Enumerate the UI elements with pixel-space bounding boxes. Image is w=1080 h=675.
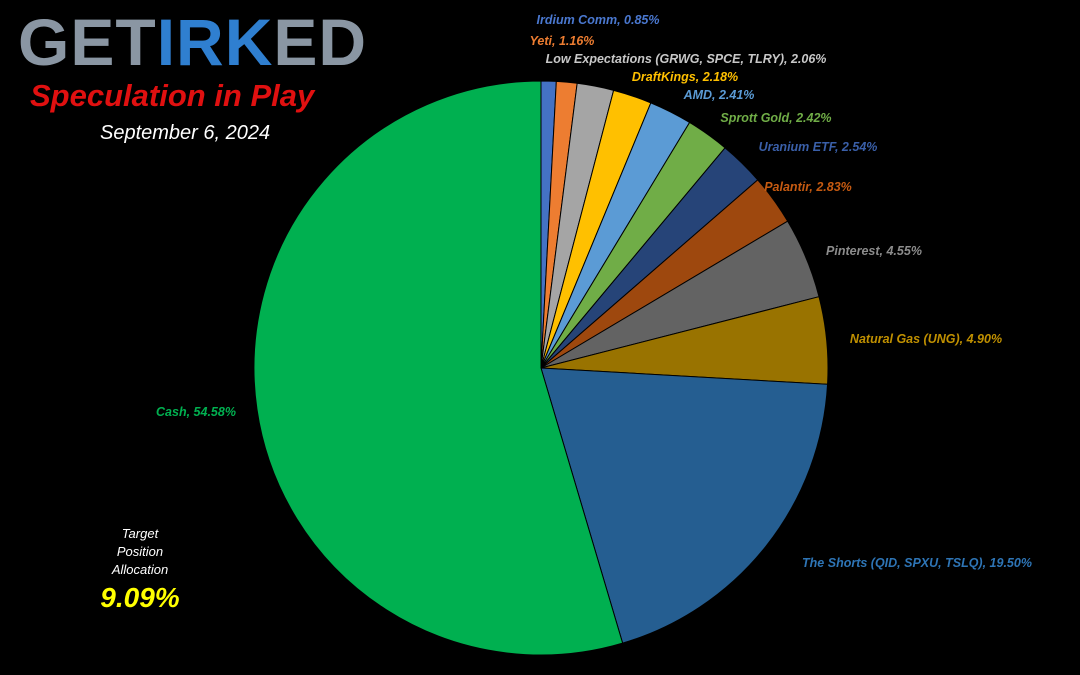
target-allocation-value: 9.09% <box>100 582 180 613</box>
pie-slice-10 <box>540 367 829 644</box>
pie-label-10: The Shorts (QID, SPXU, TSLQ), 19.50% <box>802 556 1032 570</box>
pie-slice-11 <box>253 80 624 656</box>
target-label-line1: Target <box>121 526 159 541</box>
pie-label-7: Palantir, 2.83% <box>764 180 852 194</box>
logo-text-irk: IRK <box>156 5 274 79</box>
pie-label-11: Cash, 54.58% <box>156 405 236 419</box>
logo-text-get: GET <box>18 5 157 79</box>
pie-label-4: AMD, 2.41% <box>683 88 755 102</box>
pie-label-3: DraftKings, 2.18% <box>632 70 738 84</box>
target-label-line3: Allocation <box>111 562 169 577</box>
pie-label-8: Pinterest, 4.55% <box>826 244 922 258</box>
pie-label-0: Irdium Comm, 0.85% <box>537 13 660 27</box>
target-label-line2: Position <box>116 544 164 559</box>
pie-label-5: Sprott Gold, 2.42% <box>720 111 831 125</box>
pie-label-6: Uranium ETF, 2.54% <box>759 140 878 154</box>
pie-label-9: Natural Gas (UNG), 4.90% <box>850 332 1002 346</box>
logo-text-ed: ED <box>273 5 368 79</box>
pie-label-1: Yeti, 1.16% <box>530 34 595 48</box>
page-subtitle: Speculation in Play <box>30 78 315 113</box>
report-date: September 6, 2024 <box>100 122 271 144</box>
brand-logo: GETIRKED <box>18 6 367 78</box>
pie-labels: Irdium Comm, 0.85% Yeti, 1.16% Low Expecta… <box>156 13 1032 570</box>
pie-slices <box>253 80 829 656</box>
pie-label-2: Low Expectations (GRWG, SPCE, TLRY), 2.0… <box>546 52 827 66</box>
